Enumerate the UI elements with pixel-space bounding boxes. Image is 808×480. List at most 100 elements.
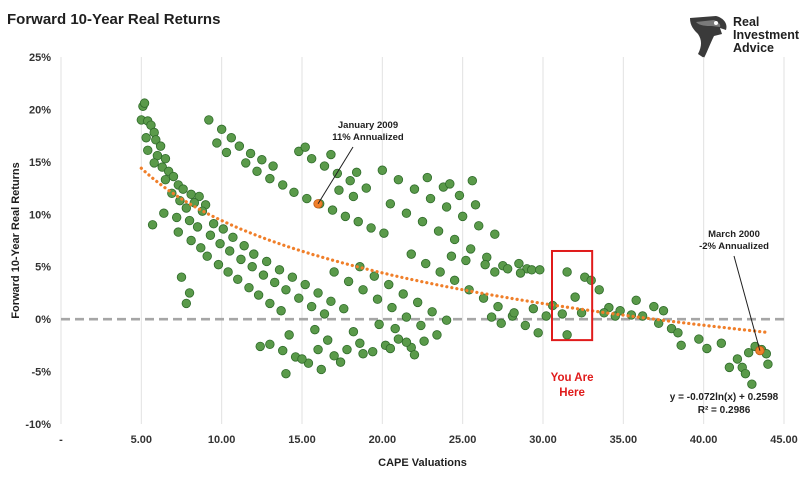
data-point [178,184,188,194]
data-point [278,180,288,190]
data-point [461,255,471,266]
data-point [528,303,539,314]
data-point [457,211,468,222]
data-point [348,327,359,337]
y-tick-label: 5% [35,262,51,274]
x-tick-label: 5.00 [131,434,152,446]
data-point [343,276,354,287]
y-axis-ticks: 25% 20% 15% 10% 5% 0% -5% -10% [25,52,51,431]
data-point [673,328,683,338]
data-point [234,141,245,151]
data-point [284,330,294,340]
y-tick-label: 0% [35,314,51,326]
data-point [369,271,380,281]
data-point [287,272,298,282]
grid-lines [60,57,785,424]
data-point [445,179,455,189]
data-point [141,133,151,143]
data-point [409,350,420,360]
data-point [732,354,743,364]
data-point [339,303,349,314]
data-point [427,307,437,317]
data-point [342,344,352,355]
data-point [310,324,320,335]
data-point [724,362,735,373]
data-point [306,154,317,164]
y-tick-label: 20% [29,104,51,116]
data-point [694,334,704,344]
data-point [358,349,368,359]
data-point [374,319,384,330]
data-point [278,345,288,356]
data-point [268,161,278,171]
data-point [361,183,371,193]
data-point [216,124,227,135]
data-point [449,275,460,286]
data-point [241,158,251,168]
data-point [204,115,214,125]
data-point [421,258,431,269]
data-point [155,141,166,151]
data-point [151,135,161,145]
data-point [245,148,256,159]
data-point [323,335,333,345]
y-tick-label: -10% [25,419,51,431]
annotation-jan-2009-value: 11% Annualized [332,132,404,143]
data-point [358,285,368,295]
data-point [208,219,219,229]
y-axis-label: Forward 10-Year Real Returns [10,162,22,319]
y-tick-label: 15% [29,157,51,169]
r-squared-value: R² = 0.2986 [698,405,751,416]
data-point [205,230,216,240]
data-point [215,238,225,249]
data-point [236,254,246,265]
data-point [327,205,338,215]
data-point [594,285,604,295]
data-point [474,221,484,231]
data-point [329,267,339,277]
data-point [490,267,500,277]
data-point [384,279,394,290]
data-point [294,146,304,157]
data-point [449,234,460,245]
data-point [265,339,275,350]
data-points [136,98,773,389]
data-point [401,337,412,347]
data-point [490,229,500,239]
x-tick-label: - [59,434,63,446]
y-tick-label: 25% [29,52,51,64]
eagle-head-icon [690,16,727,58]
data-point [496,318,506,329]
data-point [334,185,344,195]
data-point [168,171,179,182]
data-point [406,249,416,259]
data-point [366,223,376,233]
data-point [416,320,426,331]
data-point [747,379,757,389]
x-tick-label: 30.00 [529,434,557,446]
data-point [740,368,751,379]
data-point [658,306,669,316]
data-point [393,334,404,344]
data-point [401,312,412,322]
x-tick-label: 15.00 [288,434,316,446]
data-point [249,249,259,259]
data-point [515,268,526,278]
data-point [387,302,397,313]
data-point [446,251,457,261]
data-point [649,301,659,312]
data-point [226,133,237,143]
data-point [252,166,262,176]
data-point [432,330,442,340]
data-point [139,98,150,108]
data-point [221,147,232,158]
data-point [157,162,167,172]
data-point [385,199,396,209]
data-point [184,288,195,298]
data-point [351,167,362,178]
y-tick-label: -5% [31,367,51,379]
data-point [562,330,572,340]
data-point [212,138,222,148]
data-point [514,258,524,269]
data-point [265,173,275,184]
